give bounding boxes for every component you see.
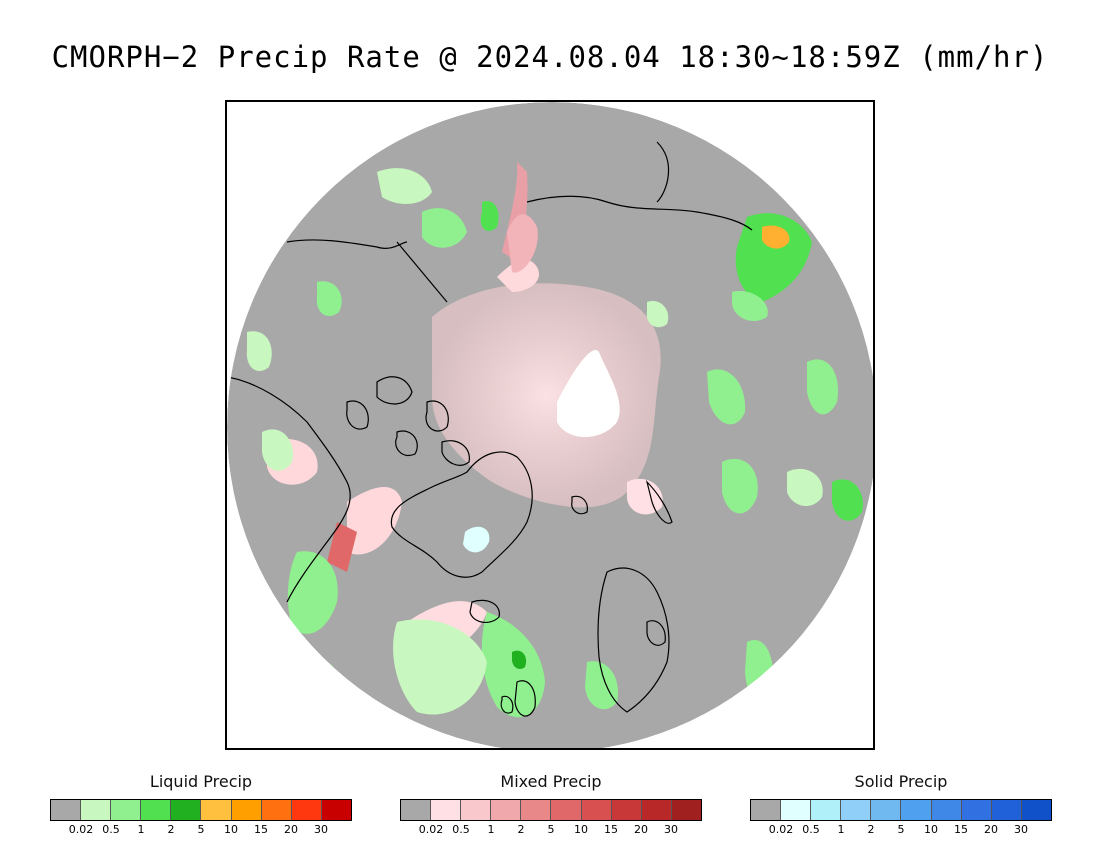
legend-tick-label: 0.5 (802, 823, 820, 836)
legend-tick-label: 10 (924, 823, 938, 836)
legend-ticks: 0.02 0.5 1 2 5 10 15 20 30 (750, 823, 1052, 837)
legend-swatch (641, 800, 672, 820)
legend-colorbar (750, 799, 1052, 821)
legend-title: Solid Precip (854, 772, 948, 791)
legend-tick-label: 10 (224, 823, 238, 836)
legend-swatch (171, 800, 202, 820)
legend-tick-label: 1 (837, 823, 845, 836)
legend-swatch (611, 800, 642, 820)
legend-swatch (551, 800, 582, 820)
legend-tick-label: 5 (547, 823, 555, 836)
legend-tick-label: 2 (867, 823, 875, 836)
legend-title: Mixed Precip (500, 772, 602, 791)
legend-tick-label: 5 (197, 823, 205, 836)
legend-swatch (291, 800, 322, 820)
solid-precip-area (463, 350, 620, 553)
legend-swatch (931, 800, 962, 820)
legend-swatch (141, 800, 172, 820)
legend-swatch (581, 800, 612, 820)
legend-swatch (751, 800, 782, 820)
legend-tick-label: 0.02 (768, 823, 794, 836)
legend-swatch (401, 800, 432, 820)
legend-tick-label: 20 (284, 823, 298, 836)
legend-swatch (231, 800, 262, 820)
legend-swatch (51, 800, 82, 820)
legend-title: Liquid Precip (149, 772, 253, 791)
legend-tick-label: 0.5 (452, 823, 470, 836)
legend-tick-label: 2 (167, 823, 175, 836)
precip-map (225, 100, 875, 750)
legend-swatch (321, 800, 351, 820)
legend-tick-label: 0.5 (102, 823, 120, 836)
coastlines (227, 141, 753, 717)
legend-swatch (261, 800, 292, 820)
legend-tick-label: 15 (954, 823, 968, 836)
legend-colorbar (50, 799, 352, 821)
legend-swatch (841, 800, 872, 820)
legend-swatch (461, 800, 492, 820)
legend-tick-label: 10 (574, 823, 588, 836)
outside-disk-mask (227, 102, 873, 748)
legend-solid: Solid Precip 0.02 0.5 1 2 5 10 15 20 30 (750, 772, 1052, 837)
legend-swatch (961, 800, 992, 820)
legend-swatch (81, 800, 112, 820)
legend-swatch (491, 800, 522, 820)
legend-colorbar (400, 799, 702, 821)
legend-liquid: Liquid Precip 0.02 0.5 1 2 5 10 15 20 30 (50, 772, 352, 837)
legend-tick-label: 20 (634, 823, 648, 836)
legend-swatch (111, 800, 142, 820)
legend-tick-label: 30 (1014, 823, 1028, 836)
legend-swatch (781, 800, 812, 820)
polar-map-svg (227, 102, 873, 748)
legend-swatch (521, 800, 552, 820)
legend-tick-label: 15 (604, 823, 618, 836)
legend-ticks: 0.02 0.5 1 2 5 10 15 20 30 (400, 823, 702, 837)
legend-swatch (811, 800, 842, 820)
legend-swatch (431, 800, 462, 820)
legend-tick-label: 20 (984, 823, 998, 836)
legend-swatch (991, 800, 1022, 820)
map-title: CMORPH−2 Precip Rate @ 2024.08.04 18:30∼… (51, 40, 1049, 74)
legend-tick-label: 5 (897, 823, 905, 836)
legend-tick-label: 30 (314, 823, 328, 836)
legend-swatch (901, 800, 932, 820)
legend-swatch (201, 800, 232, 820)
legend-tick-label: 0.02 (68, 823, 94, 836)
legend-tick-label: 30 (664, 823, 678, 836)
legend-tick-label: 1 (137, 823, 145, 836)
legend-tick-label: 0.02 (418, 823, 444, 836)
legend-tick-label: 1 (487, 823, 495, 836)
legend-tick-label: 2 (517, 823, 525, 836)
legend-swatch (671, 800, 701, 820)
legend-ticks: 0.02 0.5 1 2 5 10 15 20 30 (50, 823, 352, 837)
legend-swatch (871, 800, 902, 820)
legend-mixed: Mixed Precip 0.02 0.5 1 2 5 10 15 20 30 (400, 772, 702, 837)
legend-swatch (1021, 800, 1051, 820)
legend-tick-label: 15 (254, 823, 268, 836)
